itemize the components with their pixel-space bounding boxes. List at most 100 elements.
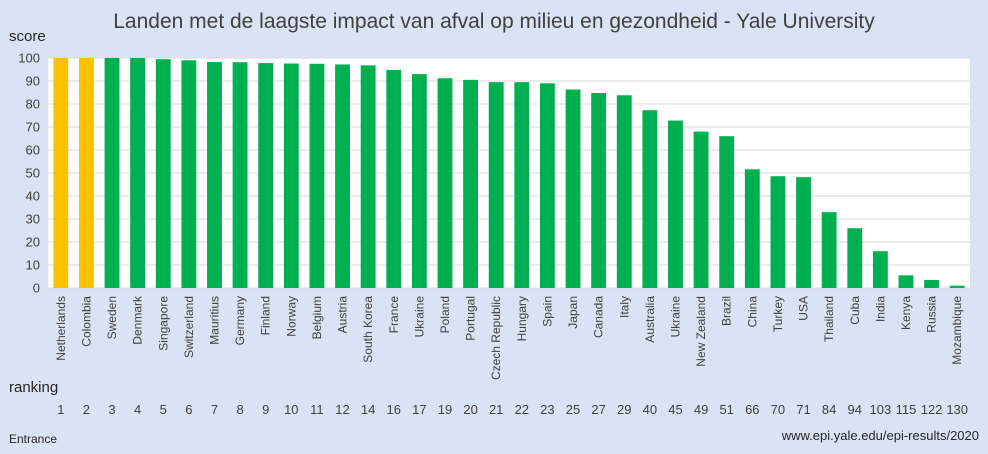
y-tick-label: 80 — [26, 97, 40, 112]
ranking-value: 115 — [896, 402, 917, 417]
x-tick-label: Singapore — [156, 296, 170, 351]
x-tick-label: Canada — [592, 296, 606, 338]
x-tick-label: Poland — [438, 296, 452, 333]
ranking-value: 71 — [796, 402, 810, 417]
x-tick-label: Finland — [259, 296, 273, 335]
ranking-value: 9 — [262, 402, 269, 417]
x-tick-label: Turkey — [771, 296, 785, 332]
bar-denmark — [130, 58, 146, 288]
x-tick-label: Switzerland — [182, 296, 196, 358]
bar-russia — [924, 279, 940, 288]
bar-japan — [565, 89, 581, 288]
x-tick-label: Mauritius — [207, 296, 221, 345]
x-tick-label: Netherlands — [54, 296, 68, 361]
ranking-value: 20 — [463, 402, 477, 417]
y-tick-label: 70 — [26, 120, 40, 135]
bar-portugal — [463, 79, 479, 288]
ranking-value: 122 — [921, 402, 943, 417]
ranking-value: 2 — [83, 402, 90, 417]
x-tick-label: Sweden — [105, 296, 119, 339]
y-tick-label: 20 — [26, 235, 40, 250]
x-tick-label: India — [873, 296, 887, 322]
y-ticks: 0 10 20 30 40 50 60 70 80 90 100 — [18, 51, 40, 296]
bars — [53, 58, 965, 289]
y-tick-label: 10 — [26, 258, 40, 273]
ranking-value: 21 — [489, 402, 503, 417]
bar-finland — [258, 63, 274, 289]
ranking-value: 130 — [946, 402, 968, 417]
x-tick-label: Cuba — [848, 296, 862, 325]
ranking-value: 10 — [284, 402, 298, 417]
bar-sweden — [104, 58, 120, 288]
ranking-value: 5 — [160, 402, 167, 417]
bar-czech-republic — [488, 82, 504, 289]
x-tick-label: Austria — [336, 296, 350, 334]
ranking-value: 103 — [870, 402, 892, 417]
y-tick-label: 0 — [33, 281, 40, 296]
x-tick-label: Czech Republic — [489, 296, 503, 380]
ranking-value: 29 — [617, 402, 631, 417]
ranking-value: 27 — [591, 402, 605, 417]
y-tick-label: 50 — [26, 166, 40, 181]
ranking-value: 45 — [668, 402, 682, 417]
bar-south-korea — [360, 65, 376, 288]
ranking-value: 84 — [822, 402, 836, 417]
bar-turkey — [770, 176, 786, 288]
ranking-value: 70 — [771, 402, 785, 417]
y-tick-label: 60 — [26, 143, 40, 158]
y-tick-label: 30 — [26, 212, 40, 227]
bar-switzerland — [181, 60, 197, 288]
x-tick-label: Portugal — [464, 296, 478, 341]
x-tick-label: Spain — [540, 296, 554, 327]
ranking-value: 17 — [412, 402, 426, 417]
x-tick-label: Brazil — [720, 296, 734, 326]
x-tick-label: Japan — [566, 296, 580, 329]
ranking-value: 1 — [57, 402, 64, 417]
ranking-labels: 1 2 3 4 5 6 7 8 9 10 11 12 14 16 17 19 20 21 22 23 25 27 29 40 4… — [57, 402, 968, 417]
x-tick-label: South Korea — [361, 296, 375, 363]
ranking-value: 6 — [185, 402, 192, 417]
x-tick-label: Colombia — [79, 296, 93, 347]
x-tick-label: New Zealand — [694, 296, 708, 367]
bar-germany — [232, 62, 248, 288]
y-tick-label: 100 — [18, 51, 40, 66]
ranking-value: 19 — [438, 402, 452, 417]
x-tick-label: Belgium — [310, 296, 324, 339]
x-tick-label: Ukraine — [668, 296, 682, 338]
x-tick-label: Italy — [617, 296, 631, 318]
footer-left-label: Entrance — [9, 432, 58, 446]
x-tick-label: Denmark — [131, 295, 145, 345]
x-tick-label: Hungary — [515, 296, 529, 341]
ranking-value: 94 — [848, 402, 862, 417]
ranking-value: 3 — [108, 402, 115, 417]
x-tick-label: Thailand — [822, 296, 836, 342]
bar-india — [872, 251, 888, 288]
bar-france — [386, 69, 402, 289]
x-tick-label: France — [387, 296, 401, 334]
ranking-value: 11 — [310, 402, 324, 417]
bar-poland — [437, 78, 453, 289]
ranking-value: 16 — [387, 402, 401, 417]
x-tick-label: Ukraine — [412, 296, 426, 338]
bar-spain — [539, 83, 555, 288]
source-url: www.epi.yale.edu/epi-results/2020 — [781, 428, 979, 443]
ranking-value: 40 — [643, 402, 657, 417]
x-tick-label: Germany — [233, 296, 247, 345]
bar-kenya — [898, 275, 914, 288]
ranking-value: 51 — [719, 402, 733, 417]
bar-hungary — [514, 82, 530, 289]
ranking-label: ranking — [9, 379, 59, 396]
y-tick-label: 90 — [26, 74, 40, 89]
bar-italy — [616, 95, 632, 288]
x-tick-label: Norway — [284, 296, 298, 337]
bar-brazil — [719, 136, 735, 288]
bar-colombia — [78, 58, 94, 288]
bar-ukraine — [411, 74, 427, 288]
ranking-value: 8 — [236, 402, 243, 417]
bar-usa — [796, 177, 811, 288]
ranking-value: 22 — [515, 402, 529, 417]
bar-canada — [591, 92, 607, 289]
ranking-value: 49 — [694, 402, 708, 417]
bar-norway — [283, 63, 299, 288]
x-tick-labels: Netherlands Colombia Sweden Denmark Singapor… — [54, 295, 964, 380]
